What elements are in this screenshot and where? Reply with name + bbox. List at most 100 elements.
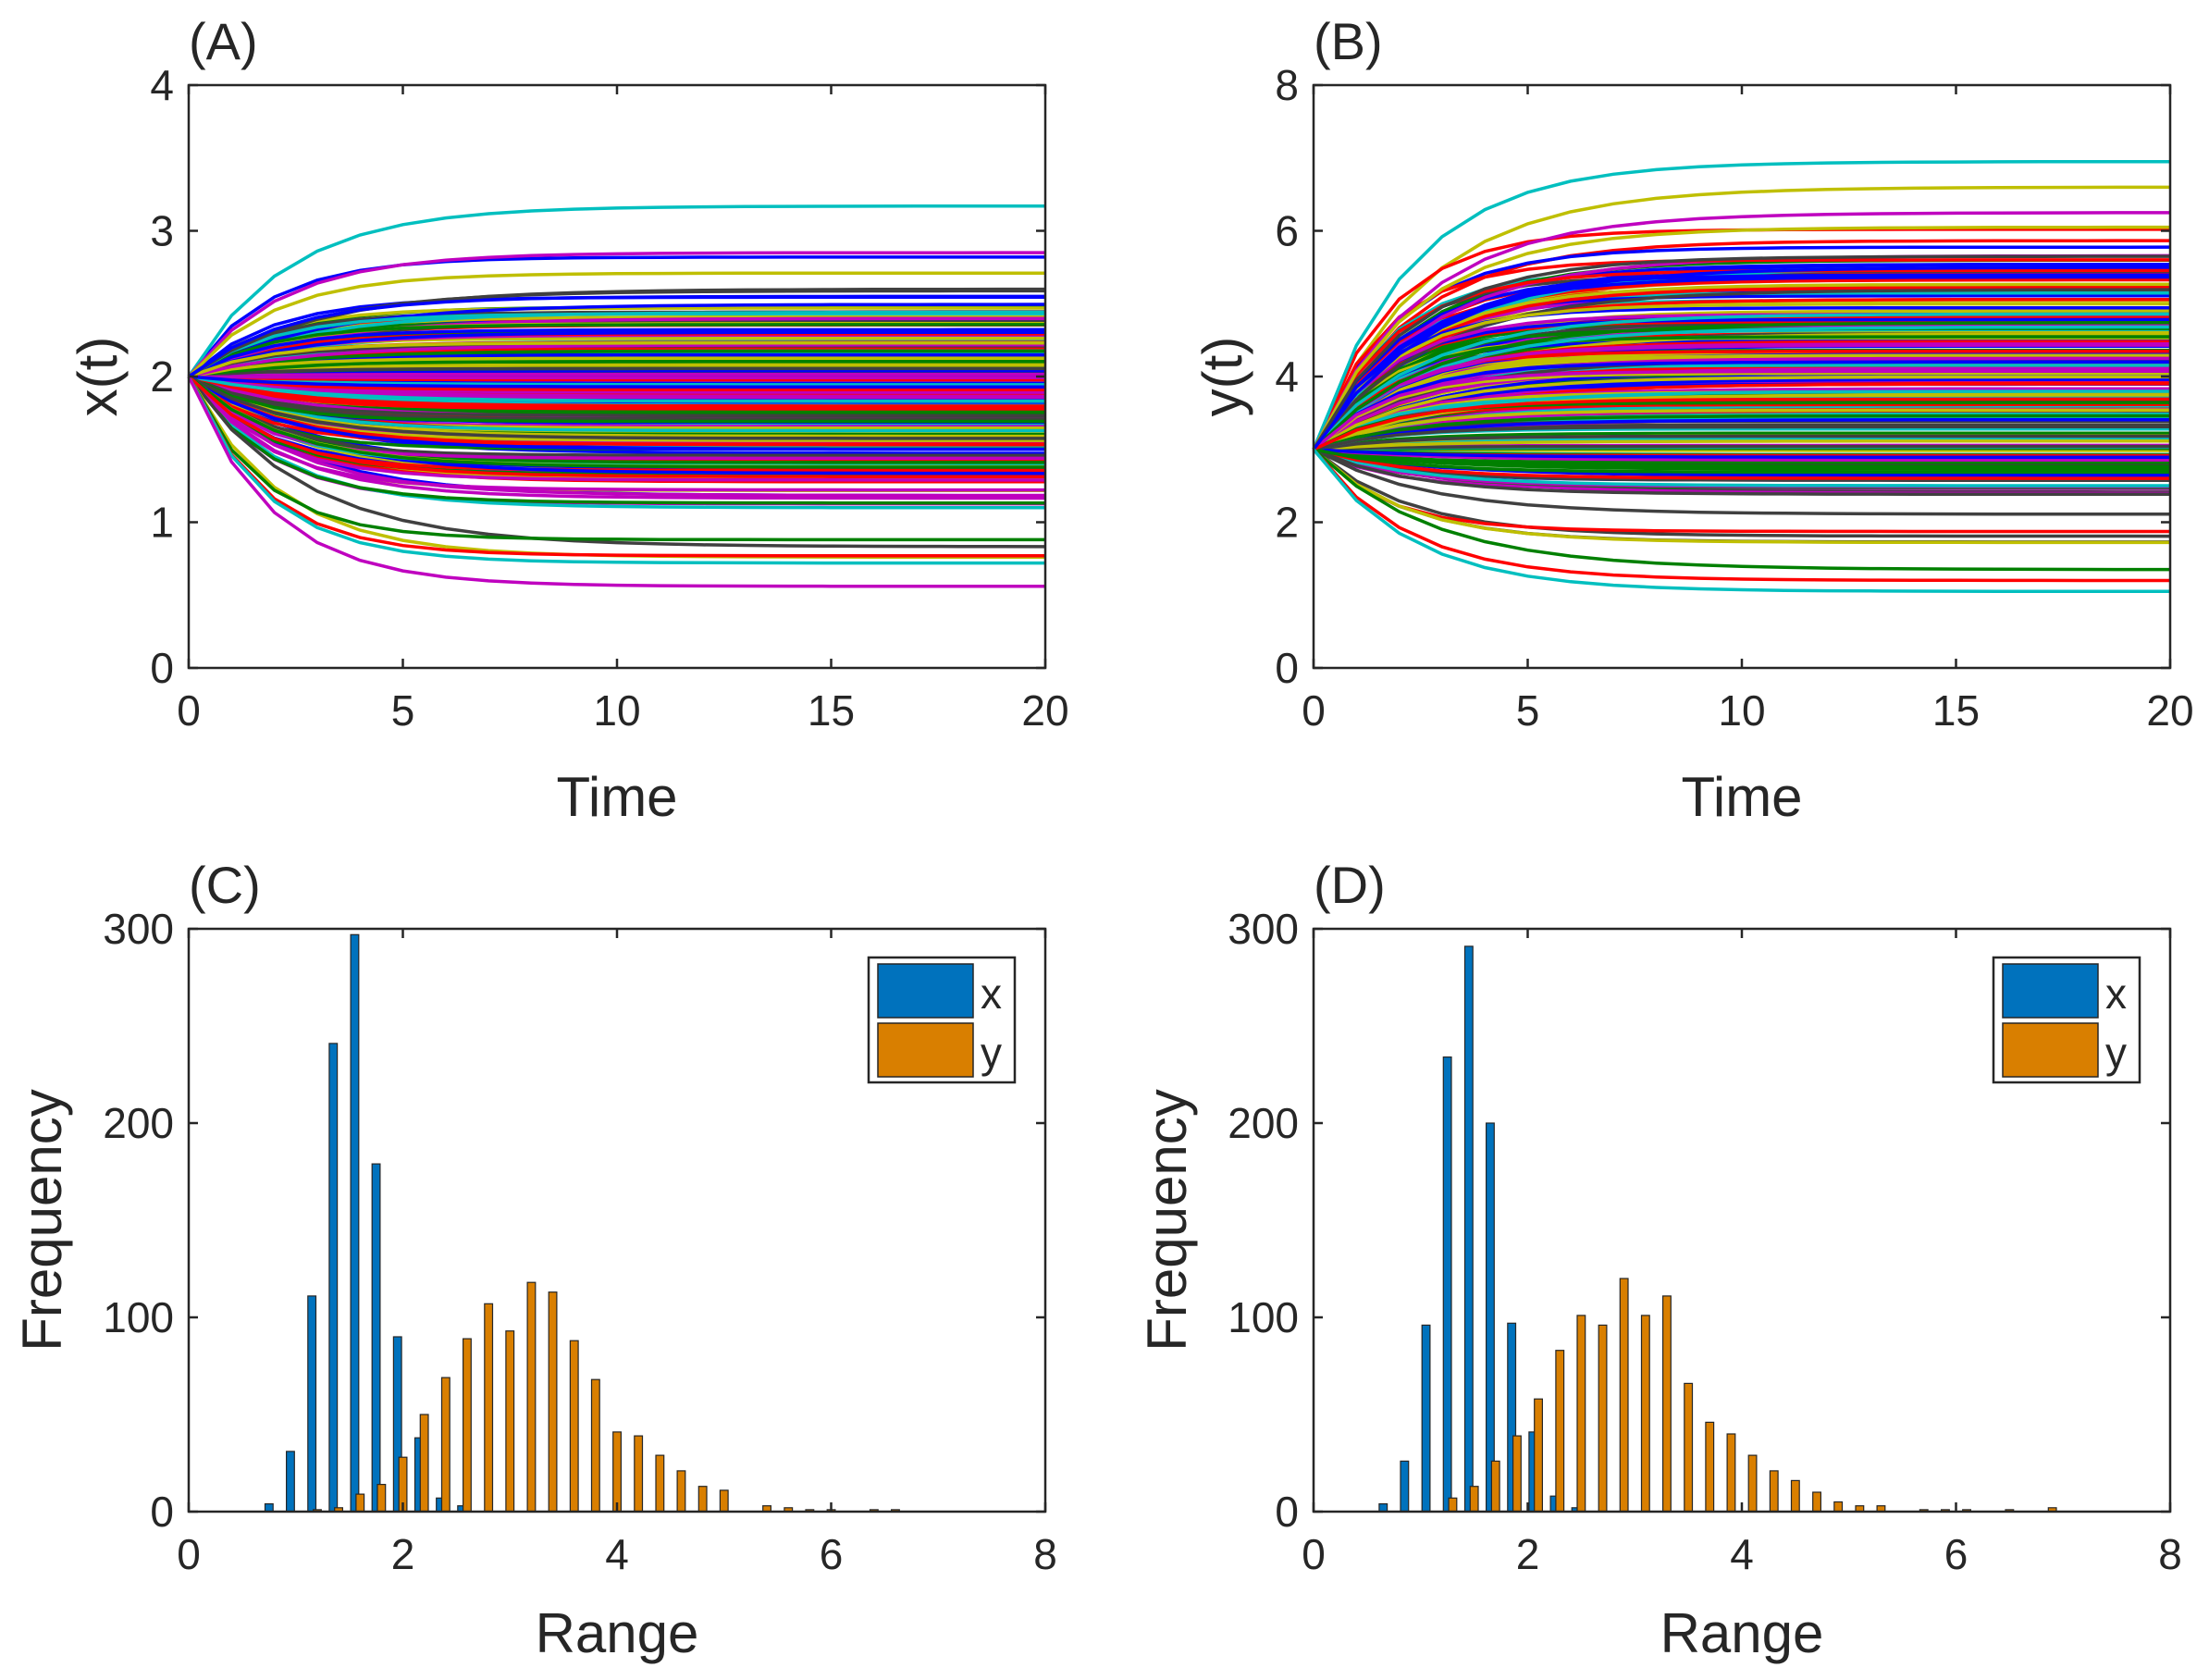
x-tick-label-b: 5 <box>1516 686 1540 735</box>
x-axis-label-c: Range <box>536 1602 699 1664</box>
bar-y <box>1640 1315 1650 1513</box>
bar-x <box>286 1451 295 1513</box>
x-axis-label-a: Time <box>556 766 677 828</box>
y-tick-label-b: 2 <box>1275 499 1299 547</box>
trajectory-line <box>1313 434 2170 451</box>
trajectory-line <box>188 375 1045 447</box>
bar-x <box>1463 945 1474 1513</box>
panel-a: (A) 0 5 10 15 20 0 1 2 3 4 Time x(t) <box>67 12 1069 828</box>
x-tick-label-b: 0 <box>1302 686 1326 735</box>
trajectory-line <box>1312 317 2170 451</box>
bar-y <box>1619 1278 1629 1513</box>
bar-y <box>676 1470 686 1513</box>
trajectory-line <box>188 312 1045 378</box>
bar-y <box>1448 1497 1458 1513</box>
trajectory-line <box>1313 431 2170 451</box>
y-tick-label-a: 2 <box>150 352 174 401</box>
trajectory-line <box>188 340 1045 378</box>
trajectory-line <box>187 251 1045 378</box>
legend-label-y-d: y <box>2105 1029 2127 1077</box>
bar-x <box>1400 1460 1410 1513</box>
bar-y <box>1684 1382 1694 1513</box>
panel-label-a: (A) <box>189 12 258 70</box>
trajectory-line <box>1312 448 2170 572</box>
trajectory-line <box>188 375 1045 440</box>
trajectory-line <box>188 375 1045 411</box>
panel-label-c: (C) <box>189 856 261 914</box>
bar-y <box>1555 1350 1565 1513</box>
trajectory-line <box>1312 225 2170 451</box>
x-axis-label-d: Range <box>1660 1602 1824 1664</box>
trajectory-line <box>1312 360 2170 451</box>
trajectory-line <box>1313 417 2170 451</box>
y-tick-label-b: 6 <box>1275 207 1299 255</box>
trajectory-line <box>188 375 1045 433</box>
x-tick-label-a: 15 <box>808 686 855 735</box>
trajectory-line <box>1313 448 2170 475</box>
bar-x <box>1378 1502 1388 1513</box>
y-tick-label-a: 1 <box>150 499 174 547</box>
panel-label-b: (B) <box>1314 12 1383 70</box>
trajectory-line <box>1313 444 2170 451</box>
y-tick-label-d: 200 <box>1228 1099 1299 1147</box>
x-tick-label-d: 4 <box>1730 1530 1754 1578</box>
trajectory-line <box>1312 258 2170 451</box>
trajectory-line <box>1313 448 2170 464</box>
x-tick-label-a: 10 <box>593 686 640 735</box>
trajectory-line <box>187 375 1046 549</box>
trajectory-line <box>1312 356 2170 451</box>
trajectory-line <box>187 376 1045 558</box>
x-tick-label-d: 8 <box>2158 1530 2182 1578</box>
bar-y <box>548 1291 558 1513</box>
y-tick-label-d: 100 <box>1228 1293 1299 1341</box>
trajectory-line <box>188 375 1045 389</box>
trajectory-line <box>187 375 1045 482</box>
trajectory-line <box>188 375 1045 439</box>
bar-y <box>1833 1501 1844 1513</box>
trajectory-line <box>188 375 1045 418</box>
trajectory-line <box>1312 321 2171 451</box>
bar-y <box>1469 1486 1479 1513</box>
trajectory-line <box>1313 448 2170 516</box>
x-tick-label-a: 20 <box>1021 686 1068 735</box>
trajectory-line <box>1313 448 2170 482</box>
trajectory-line <box>1312 335 2170 451</box>
y-tick-label-c: 100 <box>103 1293 174 1341</box>
trajectory-line <box>188 375 1045 424</box>
x-tick-label-b: 15 <box>1932 686 1980 735</box>
trajectory-line <box>187 255 1045 378</box>
trajectory-line <box>1312 285 2170 451</box>
trajectory-line <box>188 323 1045 378</box>
bar-y <box>505 1330 515 1513</box>
trajectory-line <box>1312 211 2170 451</box>
legend-label-x-d: x <box>2105 970 2127 1018</box>
trajectory-line <box>1312 302 2170 451</box>
bar-y <box>1576 1315 1586 1513</box>
bar-y <box>1705 1421 1715 1513</box>
trajectory-line <box>188 375 1045 408</box>
trajectory-line <box>188 375 1045 392</box>
trajectory-line <box>1312 371 2170 451</box>
bar-y <box>419 1414 429 1513</box>
trajectory-line <box>1313 448 2170 459</box>
bar-y <box>1769 1470 1779 1513</box>
bar-x <box>307 1295 317 1513</box>
trajectory-line <box>1313 448 2170 488</box>
trajectory-line <box>1312 305 2170 451</box>
x-tick-label-c: 8 <box>1033 1530 1057 1578</box>
trajectory-line <box>188 375 1045 421</box>
y-tick-label-b: 0 <box>1275 644 1299 692</box>
ticks-d: 0 2 4 6 8 0 100 200 300 <box>1228 905 2182 1578</box>
trajectory-line <box>1312 266 2170 451</box>
trajectory-line <box>187 376 1045 588</box>
bar-y <box>1661 1295 1672 1513</box>
bar-y <box>440 1377 450 1513</box>
y-axis-label-a: x(t) <box>67 337 129 417</box>
panel-b: (B) 0 5 10 15 20 0 2 4 6 8 Time y(t) <box>1191 12 2194 828</box>
trajectory-lines-b <box>1312 159 2171 594</box>
trajectory-line <box>1313 438 2170 451</box>
y-tick-label-b: 4 <box>1275 352 1299 401</box>
trajectory-line <box>1312 312 2170 451</box>
trajectory-line <box>1312 448 2171 538</box>
bar-y <box>634 1435 644 1513</box>
